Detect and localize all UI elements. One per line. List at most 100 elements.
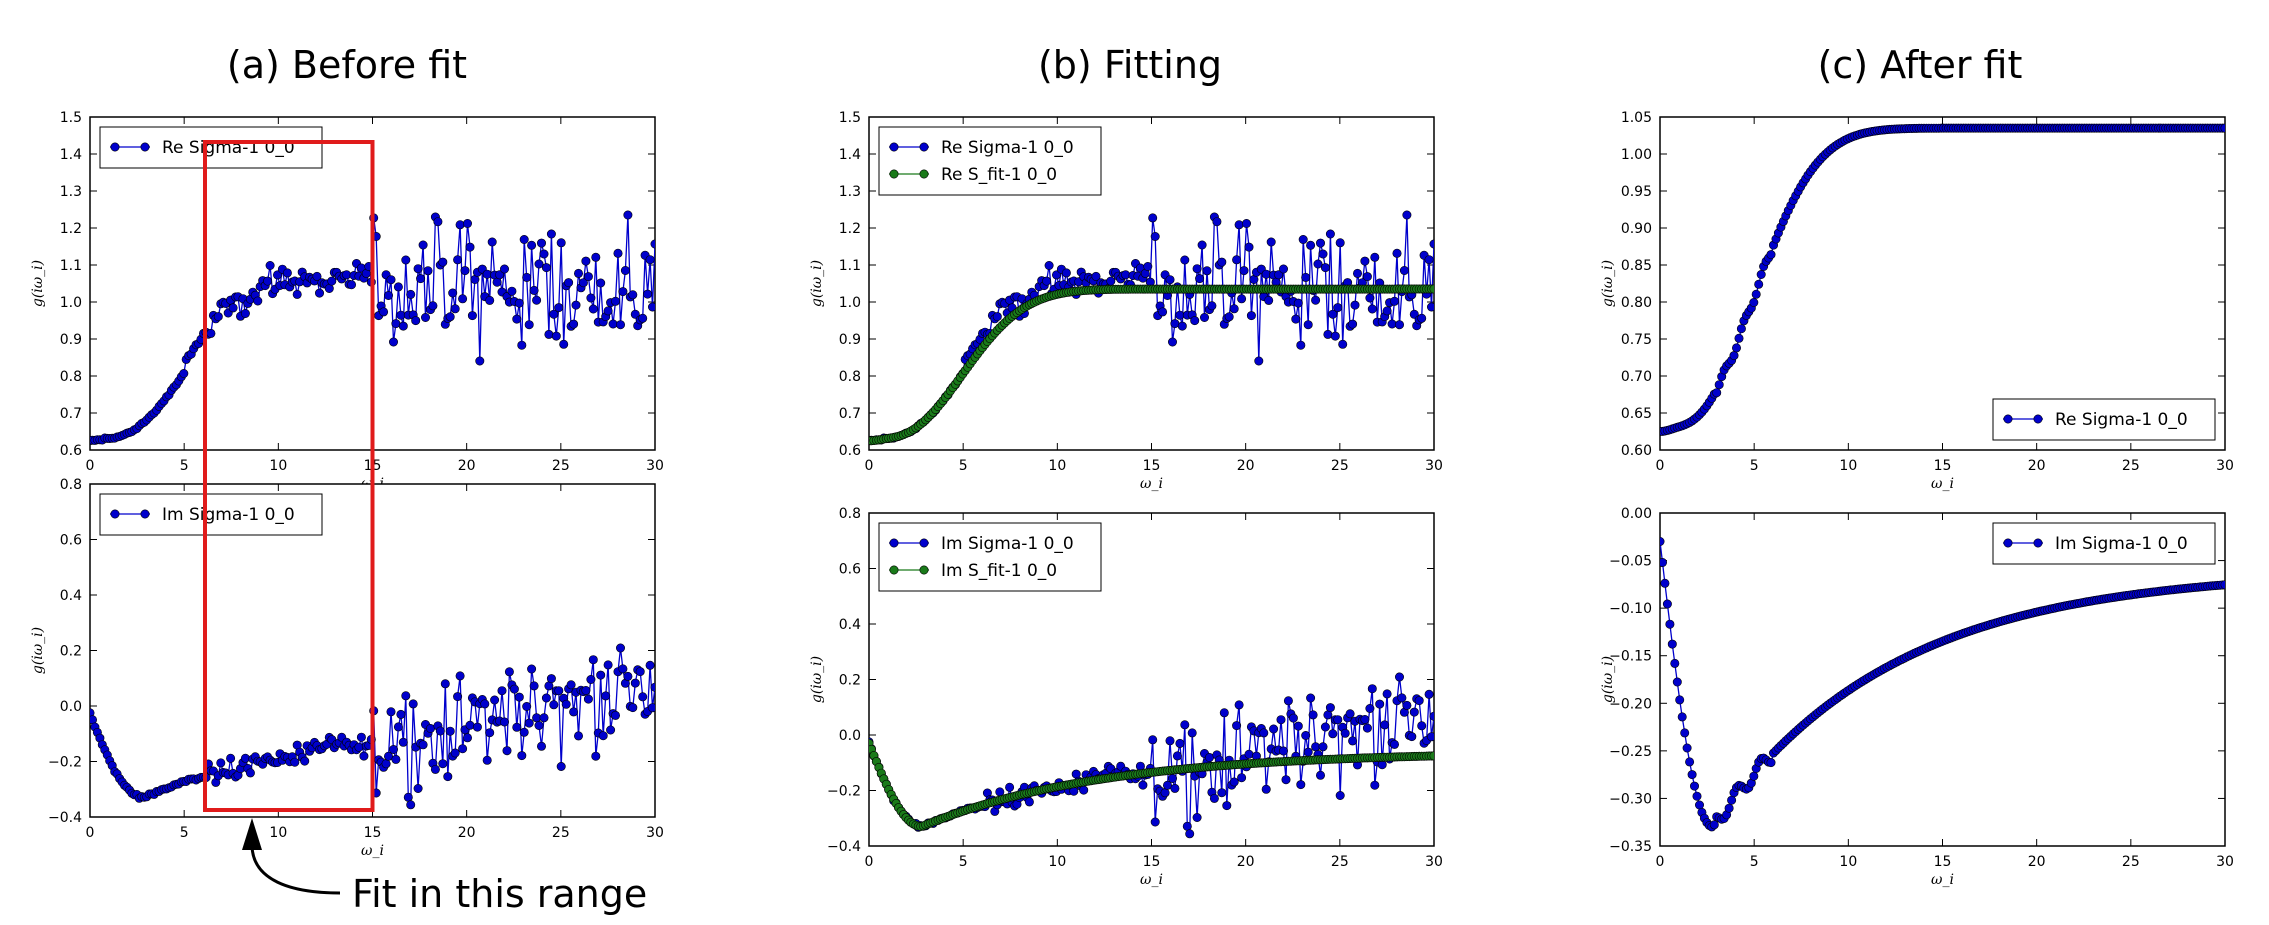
legend-marker	[919, 142, 929, 152]
x-tick-label: 30	[646, 458, 664, 474]
data-point	[1395, 672, 1405, 682]
x-tick-label: 15	[1143, 854, 1161, 870]
data-point	[462, 219, 472, 229]
data-point	[1281, 775, 1291, 785]
y-tick-label: 0.90	[1621, 221, 1652, 237]
legend: Im Sigma-1 0_0	[99, 493, 323, 536]
data-point	[206, 328, 216, 338]
data-point	[583, 272, 593, 282]
data-point	[354, 742, 364, 752]
data-point	[564, 278, 574, 288]
data-point	[1244, 749, 1254, 759]
data-point	[1274, 270, 1284, 280]
data-point	[522, 701, 532, 711]
data-point	[596, 278, 606, 288]
legend-box	[878, 522, 1102, 592]
data-point	[648, 302, 655, 312]
data-point	[465, 720, 475, 730]
data-point	[438, 257, 448, 267]
data-point	[398, 321, 408, 331]
data-point	[1121, 270, 1131, 280]
data-point	[1296, 340, 1306, 350]
x-tick-label: 10	[1048, 458, 1066, 474]
data-point	[554, 686, 564, 696]
fit-range-box	[203, 140, 375, 812]
data-point	[1303, 747, 1313, 757]
data-point	[1382, 306, 1392, 316]
y-tick-label: 0.9	[60, 332, 82, 348]
data-point	[497, 686, 507, 696]
y-axis-label: g(iω_i)	[1600, 260, 1616, 307]
data-point	[1340, 728, 1350, 738]
data-point	[450, 748, 460, 758]
y-tick-label: 0.00	[1621, 506, 1652, 522]
y-tick-label: 0.0	[60, 699, 82, 715]
data-point	[638, 313, 648, 323]
data-point	[507, 286, 517, 296]
data-point	[573, 731, 583, 741]
data-point	[272, 270, 282, 280]
data-point	[1734, 333, 1744, 343]
data-point	[467, 311, 477, 321]
data-point	[596, 670, 606, 680]
data-point	[1375, 699, 1385, 709]
data-point	[1348, 319, 1358, 329]
y-tick-label: 1.0	[839, 295, 861, 311]
plots-layer: 0 5 10 15 20 25 30 0.6 0.7 0.8 0.9 1.0 1.1 1.2 1.3 1.4 1…	[30, 110, 2234, 888]
data-point	[1052, 270, 1062, 280]
data-point	[1044, 260, 1054, 270]
y-tick-label: 0.7	[839, 406, 861, 422]
series-layer	[869, 672, 1434, 839]
y-tick-label: 1.5	[60, 110, 82, 126]
data-point	[1350, 300, 1360, 310]
data-point	[445, 312, 455, 322]
y-tick-label: 0.8	[839, 369, 861, 385]
x-tick-label: 5	[959, 458, 968, 474]
y-tick-label: −0.10	[1609, 601, 1652, 617]
data-point	[1158, 307, 1168, 317]
data-point	[1061, 268, 1071, 278]
fit-range-note: Fit in this range	[352, 872, 647, 916]
data-point	[583, 694, 593, 704]
data-point	[1165, 736, 1175, 746]
data-point	[263, 276, 273, 286]
data-point	[1079, 785, 1089, 795]
data-point	[453, 255, 463, 265]
data-point	[559, 339, 569, 349]
y-tick-label: 1.3	[839, 184, 861, 200]
x-axis-label: ω_i	[1931, 872, 1954, 888]
data-point	[541, 693, 551, 703]
data-point	[458, 744, 468, 754]
data-point	[618, 287, 628, 297]
legend: Im Sigma-1 0_0	[1992, 522, 2216, 565]
data-point	[571, 300, 581, 310]
chart-b_re: 0 5 10 15 20 25 30 0.6 0.7 0.8 0.9 1.0 1.1 1.2 1.3 1.4 1…	[809, 110, 1443, 492]
y-axis-label: g(iω_i)	[809, 260, 825, 307]
data-point	[1192, 264, 1202, 274]
data-point	[1399, 265, 1409, 275]
y-tick-label: 1.2	[839, 221, 861, 237]
data-point	[1328, 309, 1338, 319]
data-point	[620, 265, 630, 275]
data-point	[460, 266, 470, 276]
data-point	[1365, 703, 1375, 713]
chart-c_re: 0 5 10 15 20 25 30 0.60 0.65 0.70 0.75 0.80 0.85 0.90…	[1600, 110, 2234, 492]
data-point	[381, 759, 391, 769]
data-point	[1427, 302, 1434, 312]
x-tick-label: 10	[269, 825, 287, 841]
x-tick-label: 25	[1331, 854, 1349, 870]
x-tick-label: 5	[180, 825, 189, 841]
data-point	[1209, 793, 1219, 803]
data-point	[1660, 578, 1670, 588]
data-point	[1709, 820, 1719, 830]
data-point	[1185, 829, 1195, 839]
data-point	[1237, 294, 1247, 304]
data-point	[1217, 788, 1227, 798]
chart-c_im: 0 5 10 15 20 25 30 −0.35 −0.30 −0.25 −0.20 −0.15 −0.…	[1600, 506, 2234, 888]
data-point	[1288, 713, 1298, 723]
data-point	[1370, 252, 1380, 262]
data-point	[1662, 599, 1672, 609]
data-point	[1217, 257, 1227, 267]
data-point	[566, 680, 576, 690]
data-point	[610, 296, 620, 306]
